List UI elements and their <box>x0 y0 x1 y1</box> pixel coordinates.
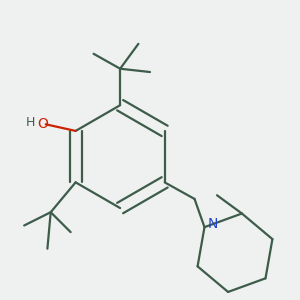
Text: O: O <box>37 117 48 130</box>
Text: N: N <box>208 217 218 231</box>
Text: H: H <box>26 116 35 129</box>
